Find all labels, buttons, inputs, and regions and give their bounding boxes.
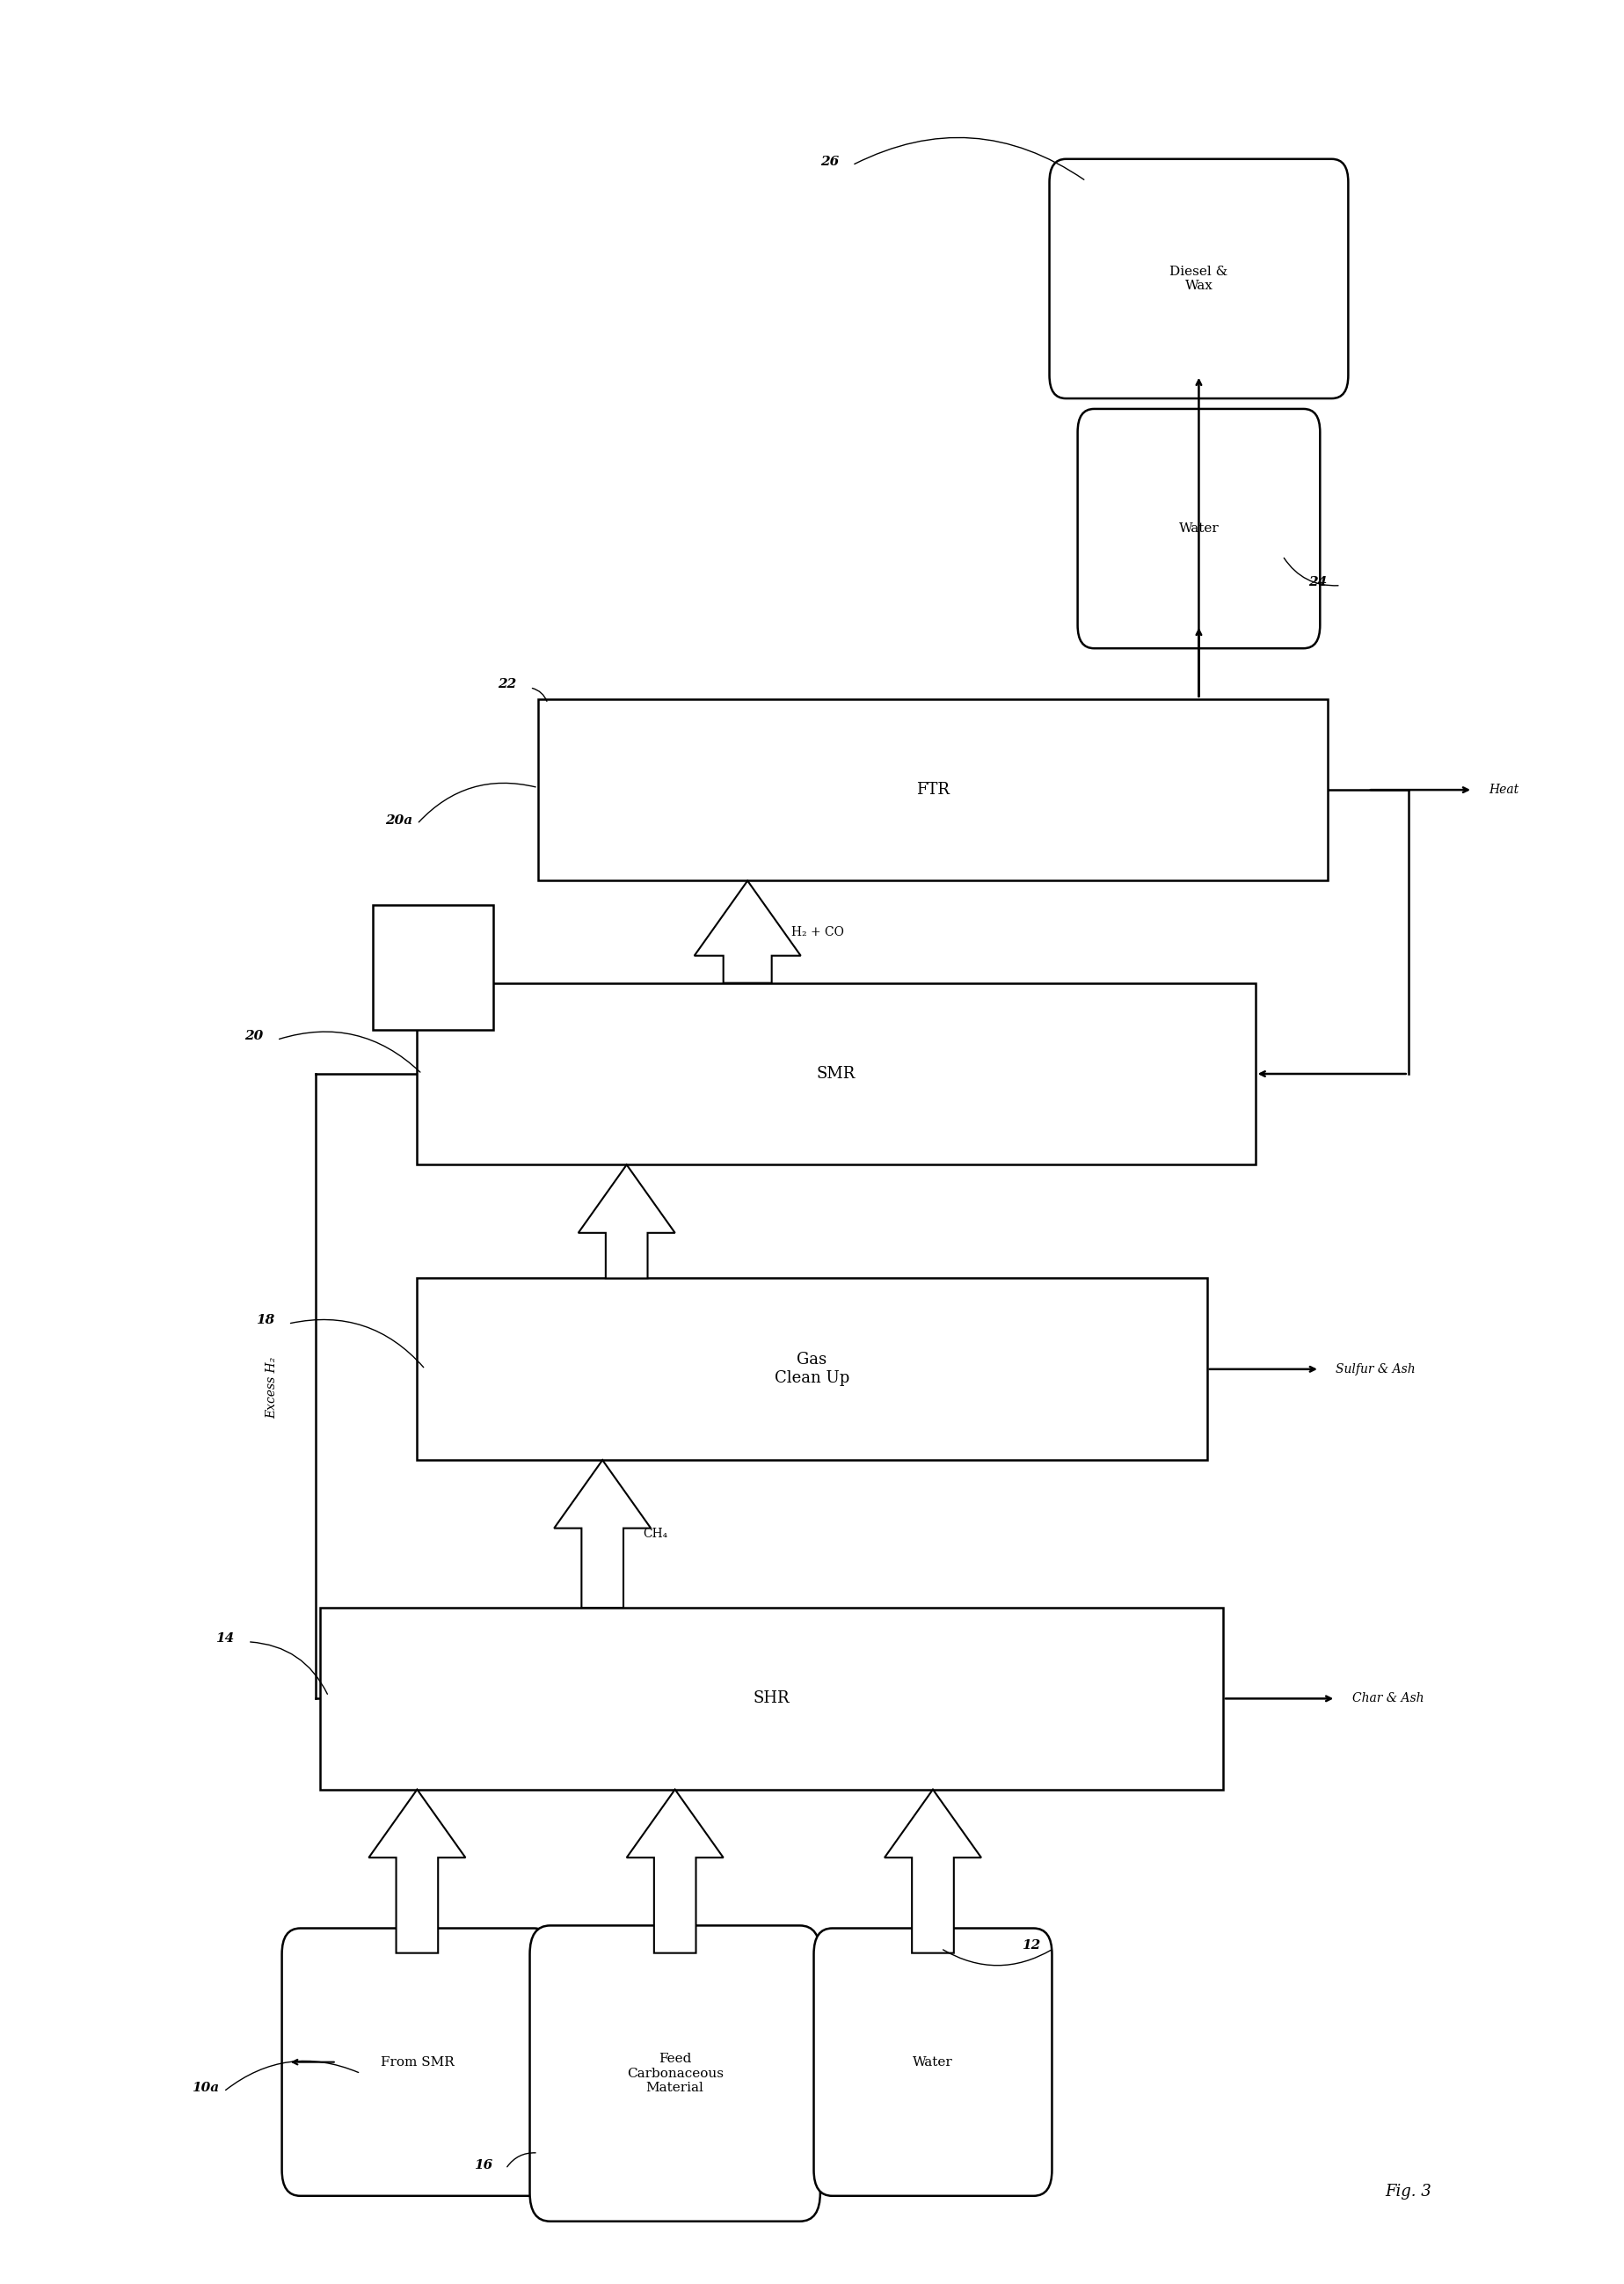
Text: Char & Ash: Char & Ash bbox=[1351, 1692, 1424, 1704]
FancyBboxPatch shape bbox=[1049, 160, 1348, 397]
Polygon shape bbox=[554, 1459, 651, 1608]
Text: SMR: SMR bbox=[817, 1067, 856, 1083]
Text: 24: 24 bbox=[1309, 576, 1327, 587]
Text: Water: Water bbox=[913, 2056, 953, 2069]
Text: H₂ + CO: H₂ + CO bbox=[791, 925, 844, 939]
Text: 20a: 20a bbox=[385, 815, 412, 827]
Text: 18: 18 bbox=[257, 1313, 274, 1327]
Text: 20: 20 bbox=[245, 1030, 263, 1042]
FancyBboxPatch shape bbox=[529, 1925, 820, 2222]
Polygon shape bbox=[627, 1788, 723, 1953]
Text: CH₄: CH₄ bbox=[643, 1528, 667, 1539]
FancyBboxPatch shape bbox=[283, 1928, 552, 2195]
Text: 10a: 10a bbox=[192, 2083, 219, 2094]
FancyBboxPatch shape bbox=[814, 1928, 1052, 2195]
Text: Water: Water bbox=[1179, 523, 1220, 534]
Text: 12: 12 bbox=[1021, 1939, 1041, 1951]
Text: 14: 14 bbox=[216, 1633, 234, 1644]
Bar bbox=[320, 1608, 1223, 1788]
Polygon shape bbox=[885, 1788, 981, 1953]
Text: Diesel &
Wax: Diesel & Wax bbox=[1169, 265, 1228, 292]
Bar bbox=[417, 982, 1255, 1165]
Bar bbox=[374, 904, 494, 1030]
Text: Excess H₂: Excess H₂ bbox=[266, 1357, 278, 1418]
Text: Fig. 3: Fig. 3 bbox=[1385, 2184, 1431, 2199]
Text: 26: 26 bbox=[820, 155, 838, 167]
Text: 22: 22 bbox=[497, 678, 516, 690]
Text: Heat: Heat bbox=[1489, 783, 1518, 797]
Text: FTR: FTR bbox=[916, 781, 950, 797]
FancyBboxPatch shape bbox=[1078, 409, 1320, 649]
Text: From SMR: From SMR bbox=[380, 2056, 455, 2069]
Bar bbox=[417, 1279, 1207, 1459]
Bar bbox=[538, 699, 1328, 882]
Polygon shape bbox=[695, 882, 801, 982]
Text: Feed
Carbonaceous
Material: Feed Carbonaceous Material bbox=[627, 2053, 723, 2094]
Polygon shape bbox=[369, 1788, 466, 1953]
Polygon shape bbox=[578, 1165, 676, 1279]
Text: SHR: SHR bbox=[754, 1690, 789, 1706]
Text: Gas
Clean Up: Gas Clean Up bbox=[775, 1352, 849, 1386]
Text: Sulfur & Ash: Sulfur & Ash bbox=[1337, 1364, 1416, 1375]
Text: 16: 16 bbox=[474, 2158, 492, 2172]
